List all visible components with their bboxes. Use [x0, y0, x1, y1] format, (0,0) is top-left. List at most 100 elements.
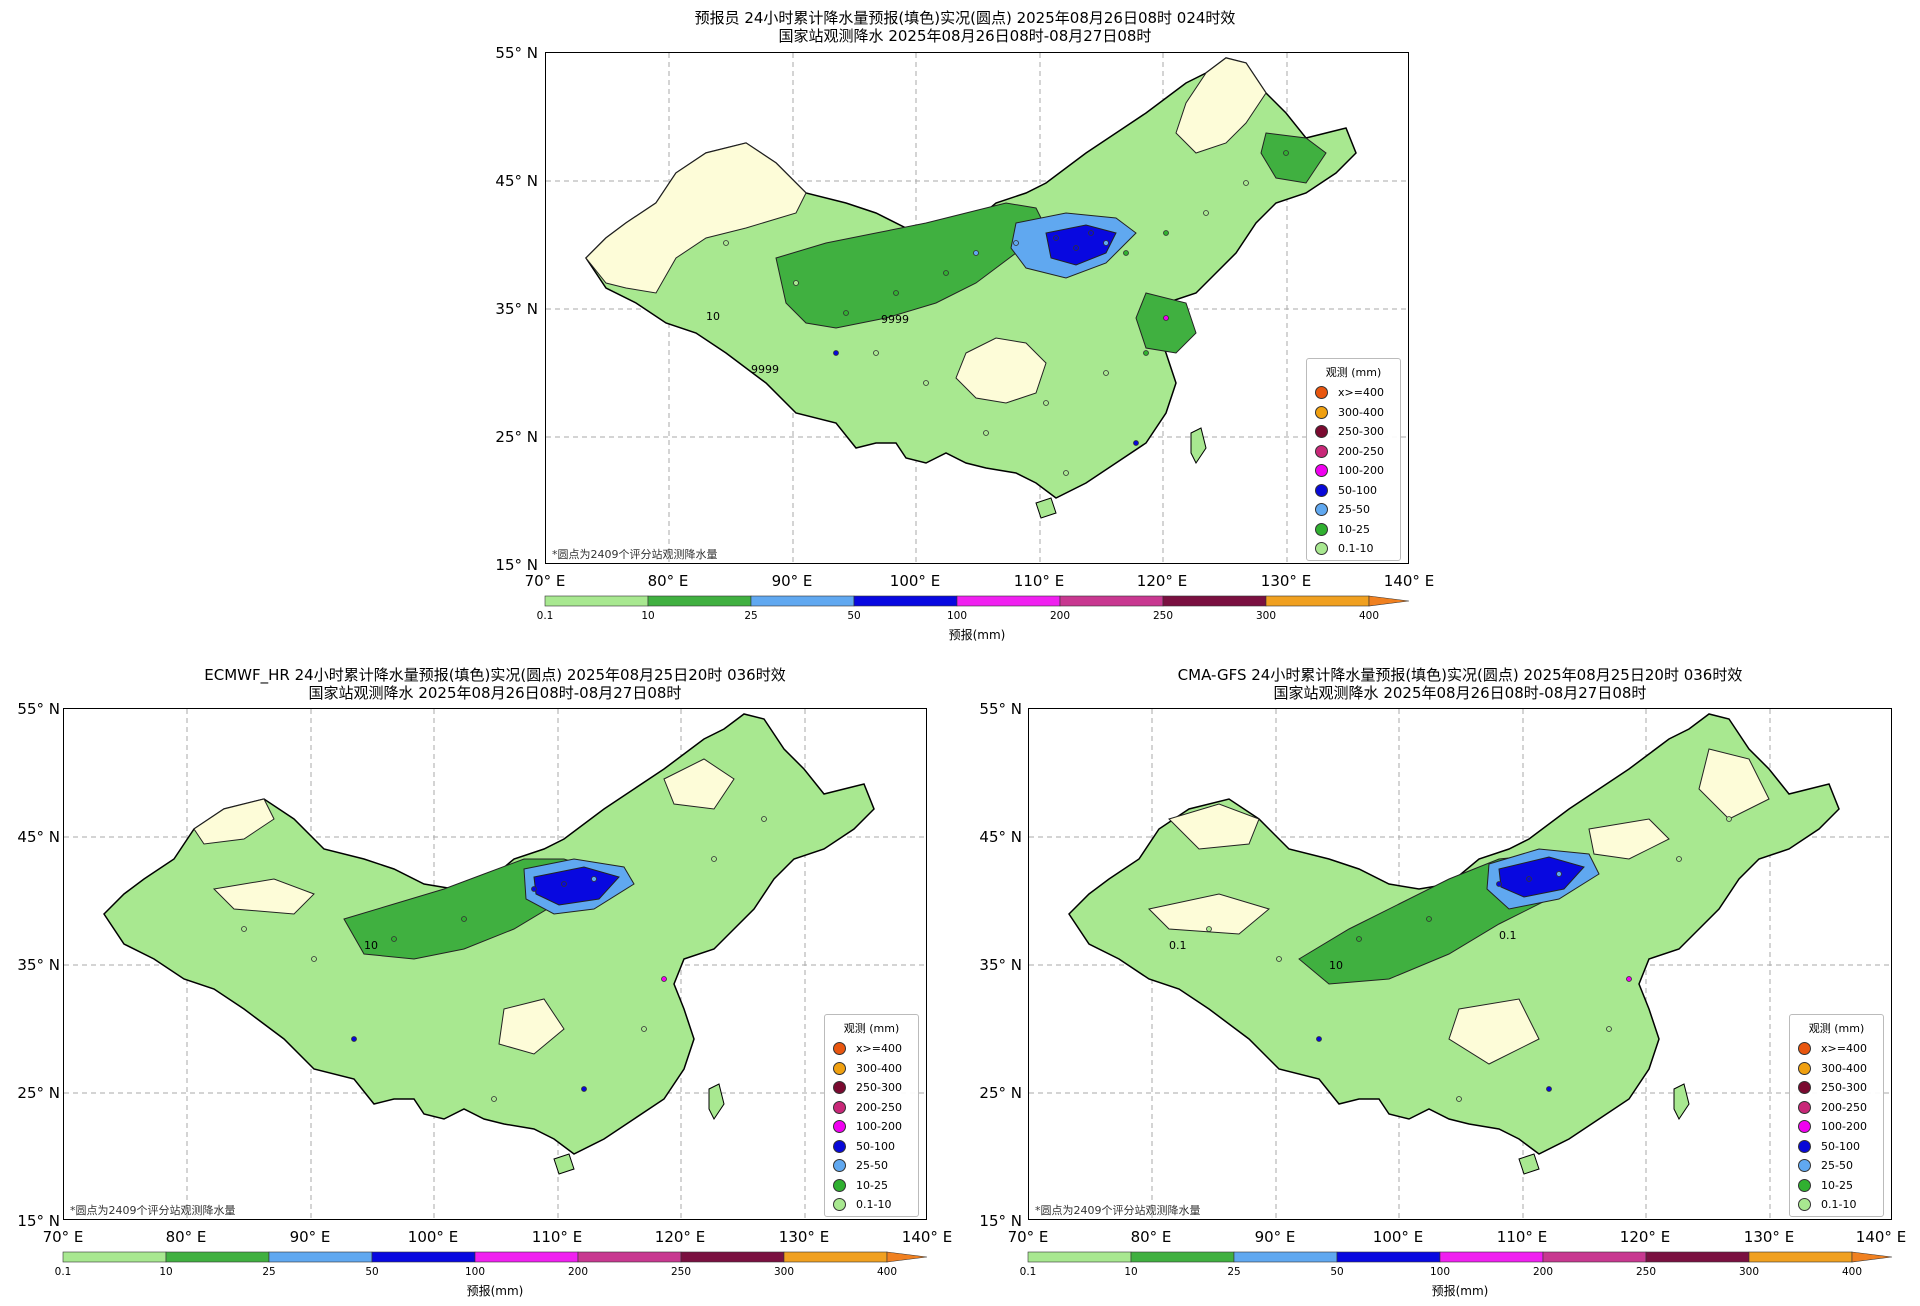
legend-item: 10-25: [833, 1176, 910, 1196]
colorbar-tick: 50: [1330, 1266, 1344, 1278]
panel-title-line1: ECMWF_HR 24小时累计降水量预报(填色)实况(圆点) 2025年08月2…: [204, 666, 786, 684]
legend-dot: [833, 1100, 846, 1114]
colorbar-tick: 100: [1429, 1266, 1451, 1278]
colorbar-tick: 250: [1152, 610, 1174, 622]
hainan-island: [1035, 497, 1057, 519]
contour-label: 0.1: [1499, 929, 1517, 942]
colorbar-tick: 200: [1049, 610, 1071, 622]
lat-tick: 55° N: [495, 44, 538, 62]
colorbar-swatches: [62, 1251, 928, 1263]
lat-tick: 15° N: [495, 556, 538, 574]
lon-tick: 90° E: [1254, 1228, 1296, 1246]
legend-dot: [1798, 1061, 1811, 1075]
legend-dot: [1315, 386, 1328, 400]
lon-tick: 70° E: [1007, 1228, 1049, 1246]
lat-tick: 35° N: [979, 956, 1022, 974]
colorbar-tick: 10: [641, 610, 655, 622]
contour-label: 10: [1329, 959, 1343, 972]
colorbar-label: 预报(mm): [948, 628, 1006, 642]
legend-dot: [833, 1042, 846, 1056]
colorbar-tick: 400: [876, 1266, 898, 1278]
legend-dot: [1315, 405, 1328, 419]
colorbar-tick: 100: [464, 1266, 486, 1278]
legend-item: 50-100: [833, 1137, 910, 1157]
lon-tick: 120° E: [1136, 572, 1188, 590]
legend-title: 观测 (mm): [1808, 1022, 1865, 1035]
contour-label: 0.1: [1169, 939, 1187, 952]
colorbar-tick: 0.1: [54, 1266, 72, 1278]
legend-item: 0.1-10: [1315, 539, 1392, 559]
legend-dot: [1315, 503, 1328, 517]
lat-tick: 25° N: [495, 428, 538, 446]
dry-patch: [1147, 893, 1271, 935]
colorbar-swatches: [544, 595, 1410, 607]
station-dots: [723, 150, 1289, 476]
legend-item: x>=400: [833, 1039, 910, 1059]
colorbar-label: 预报(mm): [1431, 1284, 1489, 1298]
lon-tick: 80° E: [1130, 1228, 1172, 1246]
colorbar: 0.1 10 25 50 100 200 250 300 400 预报(mm): [1020, 1251, 1893, 1302]
lat-tick: 55° N: [979, 700, 1022, 718]
dry-west: [585, 142, 807, 294]
contour-label: 9999: [751, 363, 779, 376]
lon-tick: 120° E: [1619, 1228, 1671, 1246]
legend-item: 200-250: [1315, 442, 1392, 462]
legend-dot: [1315, 464, 1328, 478]
colorbar-tick: 0.1: [536, 610, 554, 622]
colorbar-tick: 400: [1841, 1266, 1863, 1278]
legend-item: 50-100: [1798, 1137, 1875, 1157]
panel-title-line2: 国家站观测降水 2025年08月26日08时-08月27日08时: [778, 27, 1152, 45]
footnote: *圆点为2409个评分站观测降水量: [552, 548, 718, 561]
hainan-island: [1518, 1153, 1540, 1175]
footnote: *圆点为2409个评分站观测降水量: [1035, 1204, 1201, 1217]
colorbar-tick: 200: [567, 1266, 589, 1278]
moderate-rain-ne: [1260, 132, 1327, 184]
rainstorm-core: [1498, 856, 1585, 898]
legend-dot: [833, 1178, 846, 1192]
legend-item: x>=400: [1315, 383, 1392, 403]
legend-item: 200-250: [1798, 1098, 1875, 1118]
colorbar-tick: 25: [262, 1266, 276, 1278]
lat-tick: 55° N: [17, 700, 60, 718]
lon-tick: 130° E: [1260, 572, 1312, 590]
legend-item: 100-200: [833, 1117, 910, 1137]
lat-tick: 45° N: [979, 828, 1022, 846]
legend-title: 观测 (mm): [1325, 366, 1382, 379]
map-frame: 10 9999 9999 *圆点为240: [545, 52, 1409, 564]
legend-item: 100-200: [1798, 1117, 1875, 1137]
station-dots: [1206, 816, 1732, 1102]
legend-dot: [833, 1198, 846, 1212]
obs-legend: 观测 (mm) x>=400 300-400 250-300 200-250 1…: [824, 1014, 919, 1217]
lat-tick: 15° N: [17, 1212, 60, 1230]
dry-patch: [1698, 748, 1770, 820]
colorbar-tick: 10: [159, 1266, 173, 1278]
legend-dot: [1315, 522, 1328, 536]
colorbar-tick: 0.1: [1019, 1266, 1037, 1278]
lon-tick: 100° E: [889, 572, 941, 590]
lon-tick: 110° E: [1496, 1228, 1548, 1246]
legend-dot: [1798, 1120, 1811, 1134]
legend-item: 250-300: [1315, 422, 1392, 442]
legend-dot: [1315, 542, 1328, 556]
dry-patch: [498, 998, 565, 1055]
legend-dot: [833, 1061, 846, 1075]
legend-dot: [833, 1081, 846, 1095]
dry-patch: [193, 798, 275, 845]
colorbar-tick: 400: [1358, 610, 1380, 622]
lat-tick: 25° N: [979, 1084, 1022, 1102]
legend-item: 100-200: [1315, 461, 1392, 481]
lat-tick: 15° N: [979, 1212, 1022, 1230]
legend-dot: [833, 1120, 846, 1134]
lon-tick: 80° E: [165, 1228, 207, 1246]
contour-label: 10: [706, 310, 720, 323]
legend-dot: [1798, 1100, 1811, 1114]
lon-tick: 120° E: [654, 1228, 706, 1246]
contour-label: 9999: [881, 313, 909, 326]
lon-tick: 90° E: [289, 1228, 331, 1246]
dry-patch: [212, 878, 315, 915]
station-dots: [241, 816, 767, 1102]
colorbar-swatches: [1027, 1251, 1893, 1263]
lon-tick: 140° E: [1383, 572, 1435, 590]
legend-dot: [1798, 1178, 1811, 1192]
legend-item: 25-50: [833, 1156, 910, 1176]
